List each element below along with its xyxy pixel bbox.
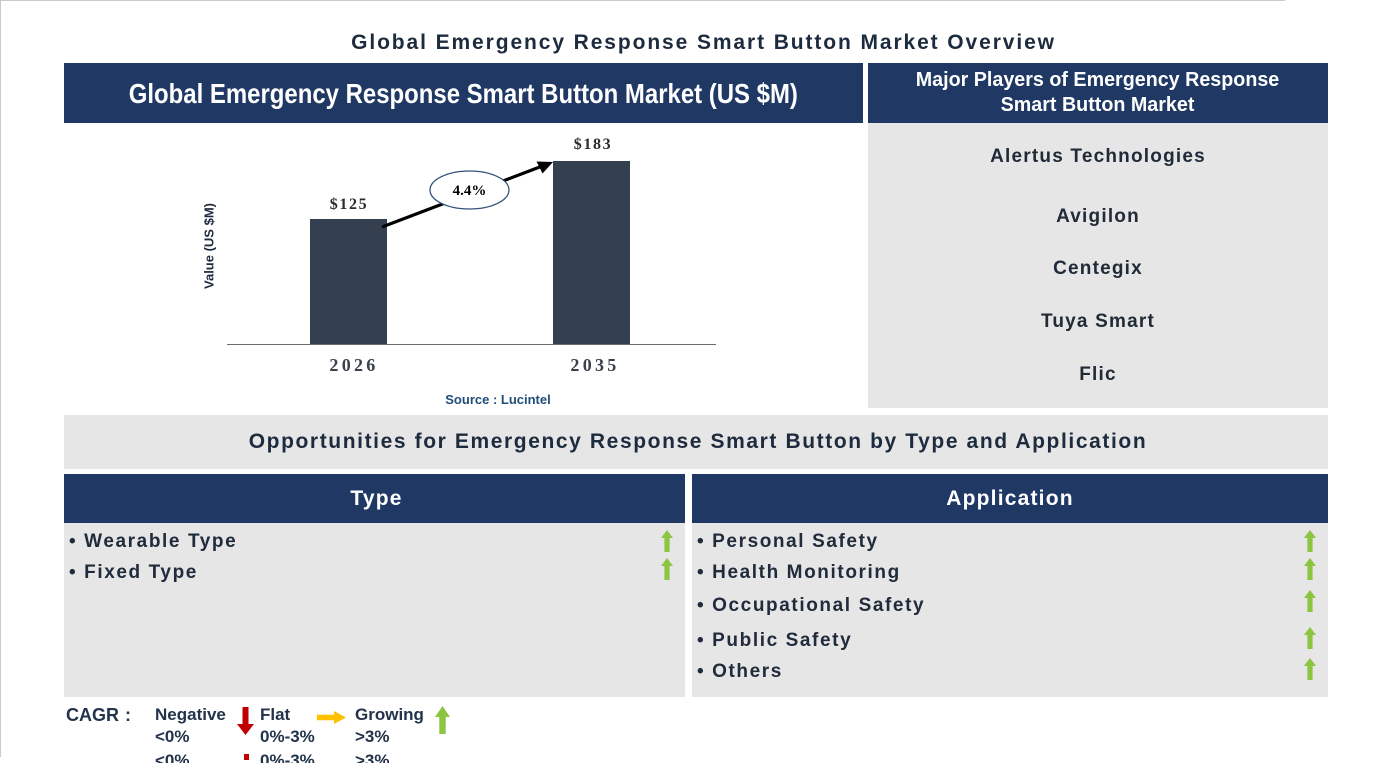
svg-text:4.4%: 4.4% — [453, 183, 487, 199]
